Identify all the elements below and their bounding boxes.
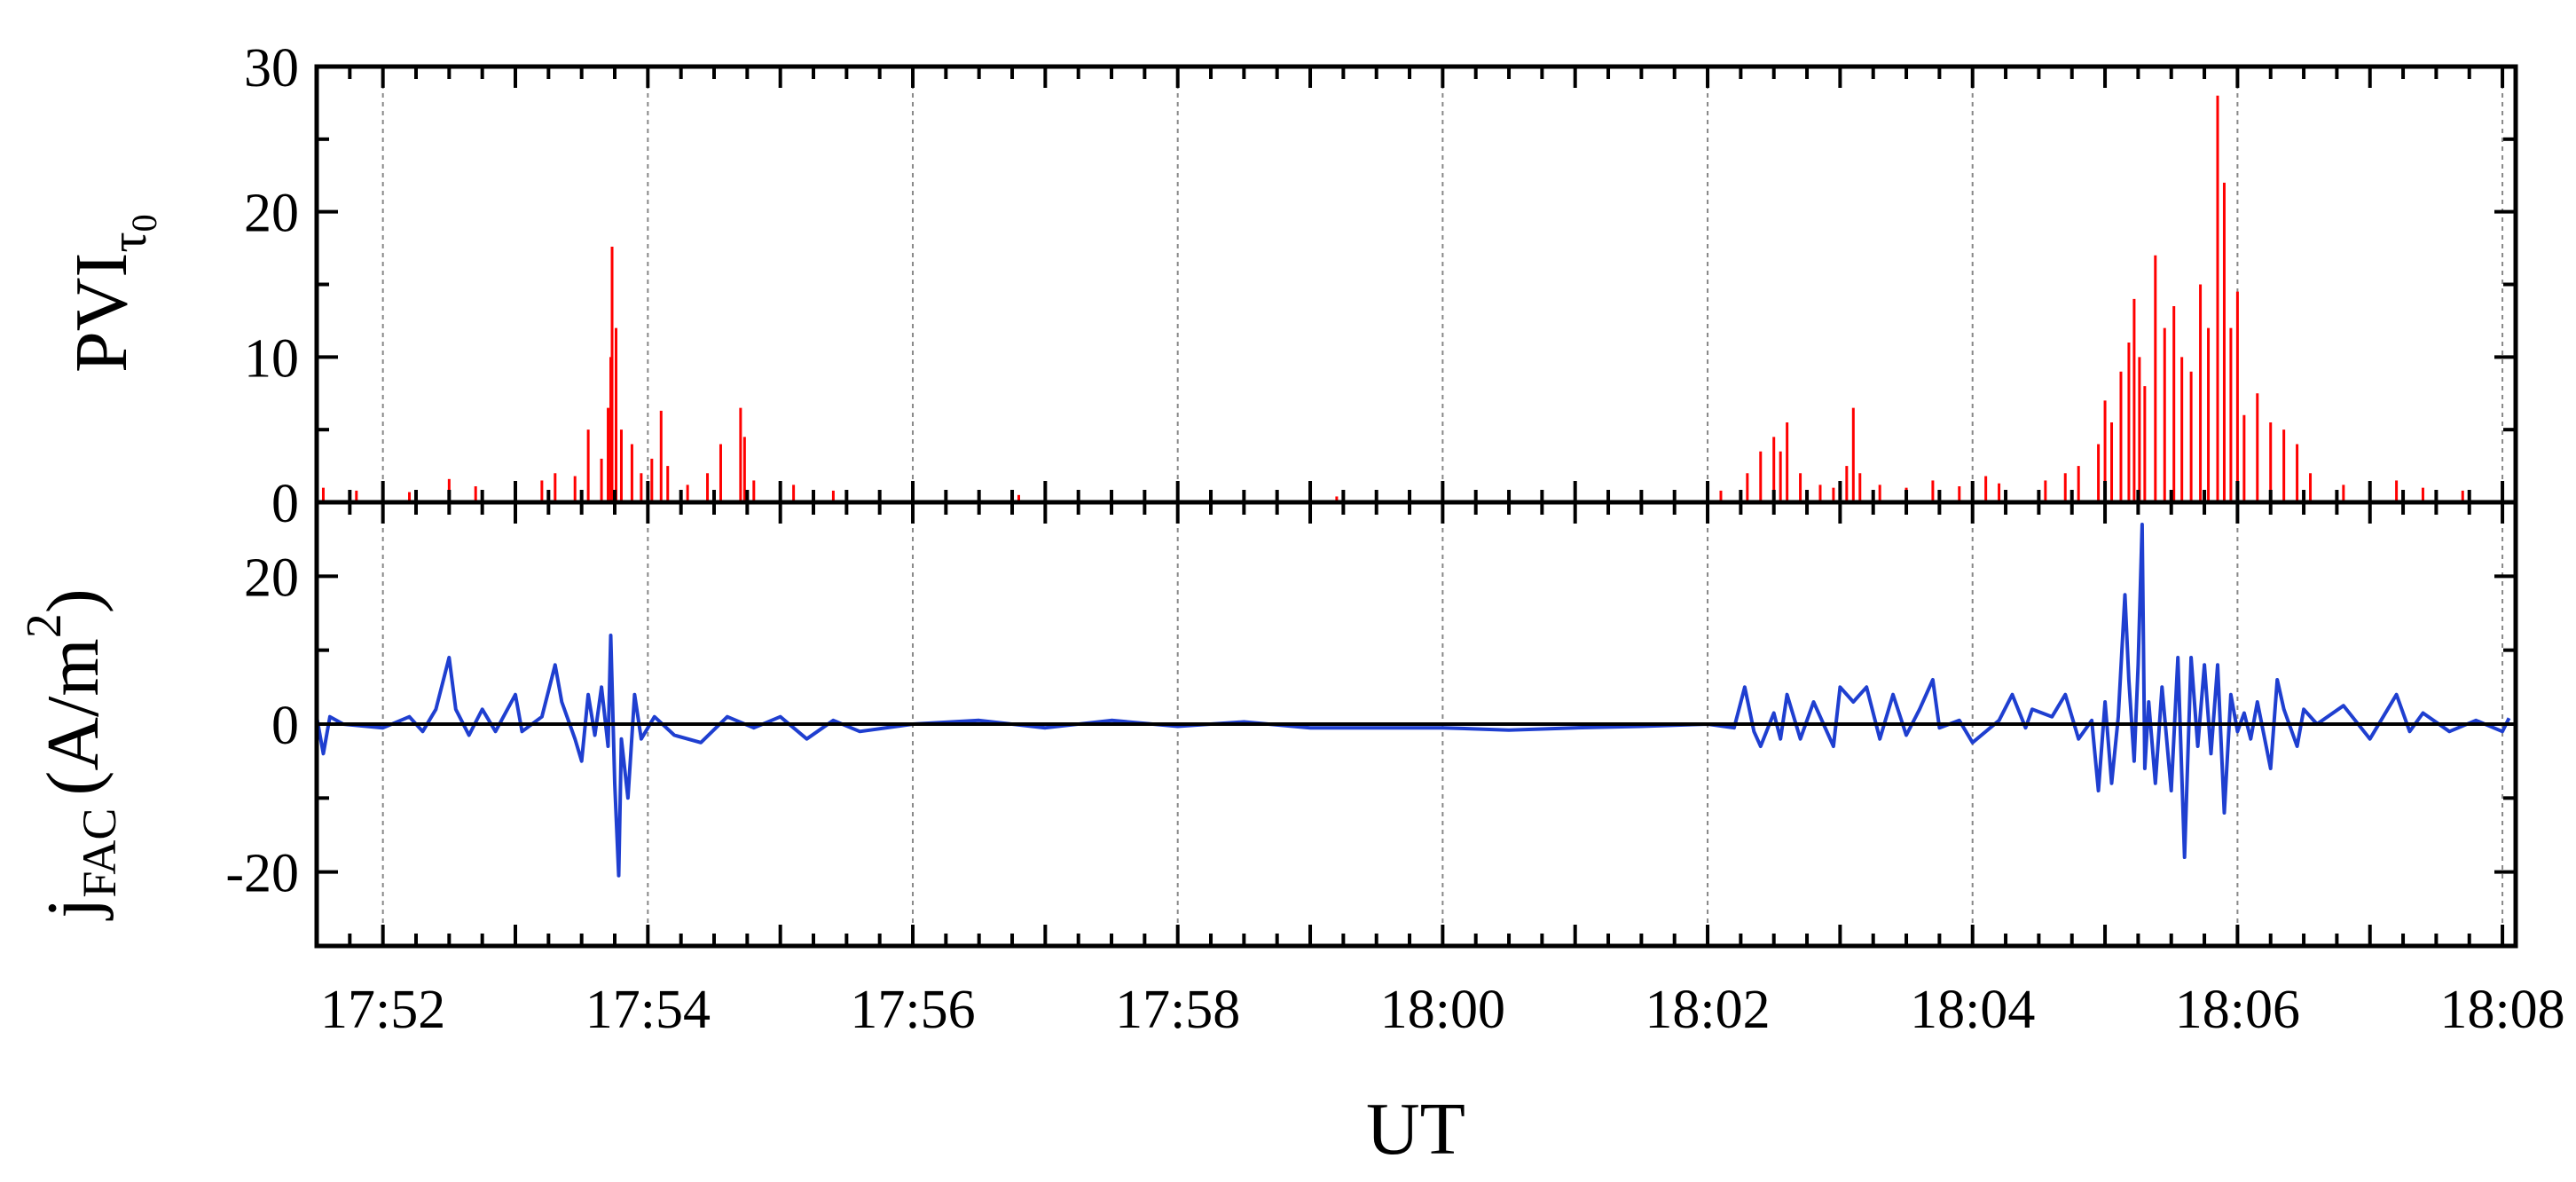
pvi-ylabel-subsub: 0 <box>124 214 164 232</box>
jfac-ylabel: jFAC (A/m2) <box>17 588 126 921</box>
jfac-ylabel-close: ) <box>32 588 114 613</box>
y-tick-label: 20 <box>244 548 299 608</box>
y-tick-label: 30 <box>244 38 299 98</box>
x-tick-label: 18:04 <box>1910 980 2035 1040</box>
x-tick-label: 18:00 <box>1380 980 1505 1040</box>
jfac-ylabel-sub: FAC <box>73 808 126 898</box>
x-tick-label: 17:58 <box>1115 980 1240 1040</box>
x-tick-label: 18:02 <box>1645 980 1770 1040</box>
x-tick-label: 17:52 <box>320 980 445 1040</box>
pvi-ylabel-main: PVI <box>60 253 143 373</box>
x-tick-label: 17:54 <box>585 980 711 1040</box>
jfac-panel: -20 0 20 <box>225 500 2518 949</box>
y-tick-label: 0 <box>271 696 299 756</box>
pvi-ylabel-sub: τ <box>99 232 157 252</box>
panel-frame <box>314 64 2518 505</box>
x-axis: 17:52 17:54 17:56 17:58 18:00 18:02 18:04 18:06… <box>315 67 2565 1040</box>
y-tick-label: -20 <box>225 844 299 904</box>
x-tick-label: 18:08 <box>2439 980 2564 1040</box>
y-tick-label: 20 <box>244 184 299 244</box>
x-axis-label: UT <box>1366 1088 1465 1170</box>
jfac-ylabel-main: j <box>32 898 114 921</box>
pvi-ylabel: PVIτ0 <box>60 214 164 373</box>
jfac-line <box>315 523 2511 878</box>
x-tick-label: 17:56 <box>850 980 975 1040</box>
jfac-ylabel-unit: (A/m <box>32 638 114 795</box>
y-tick-label: 10 <box>244 328 299 389</box>
x-tick-label: 18:06 <box>2175 980 2300 1040</box>
jfac-ylabel-exp: 2 <box>17 613 72 638</box>
pvi-panel: 0 10 20 30 <box>244 38 2518 534</box>
y-tick-label: 0 <box>271 474 299 534</box>
